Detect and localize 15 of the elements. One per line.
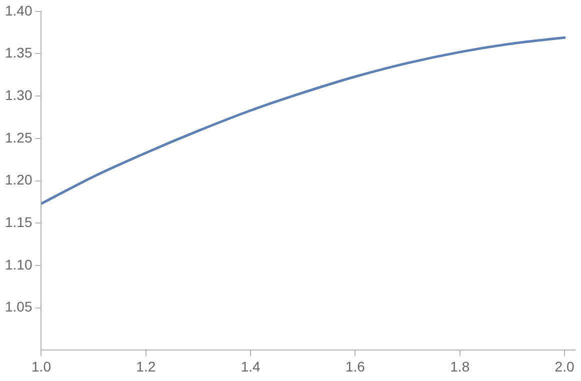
x-tick-label: 1.0 [32, 358, 52, 374]
line-series [41, 36, 566, 205]
x-tick-label: 1.6 [345, 358, 366, 374]
y-tick-label: 1.30 [5, 86, 32, 103]
y-tick-label: 1.25 [5, 129, 32, 146]
x-tick-label: 1.2 [136, 358, 156, 374]
y-tick-label: 1.35 [5, 44, 32, 61]
y-tick-label: 1.05 [5, 298, 32, 315]
y-tick-label: 1.10 [5, 256, 32, 272]
x-tick-label: 2.0 [554, 358, 574, 374]
x-tick-label: 1.8 [450, 358, 470, 374]
y-tick-label: 1.20 [5, 172, 32, 188]
y-tick-label: 1.15 [5, 214, 32, 230]
y-tick-label: 1.40 [5, 2, 32, 18]
x-tick-label: 1.4 [240, 358, 261, 374]
